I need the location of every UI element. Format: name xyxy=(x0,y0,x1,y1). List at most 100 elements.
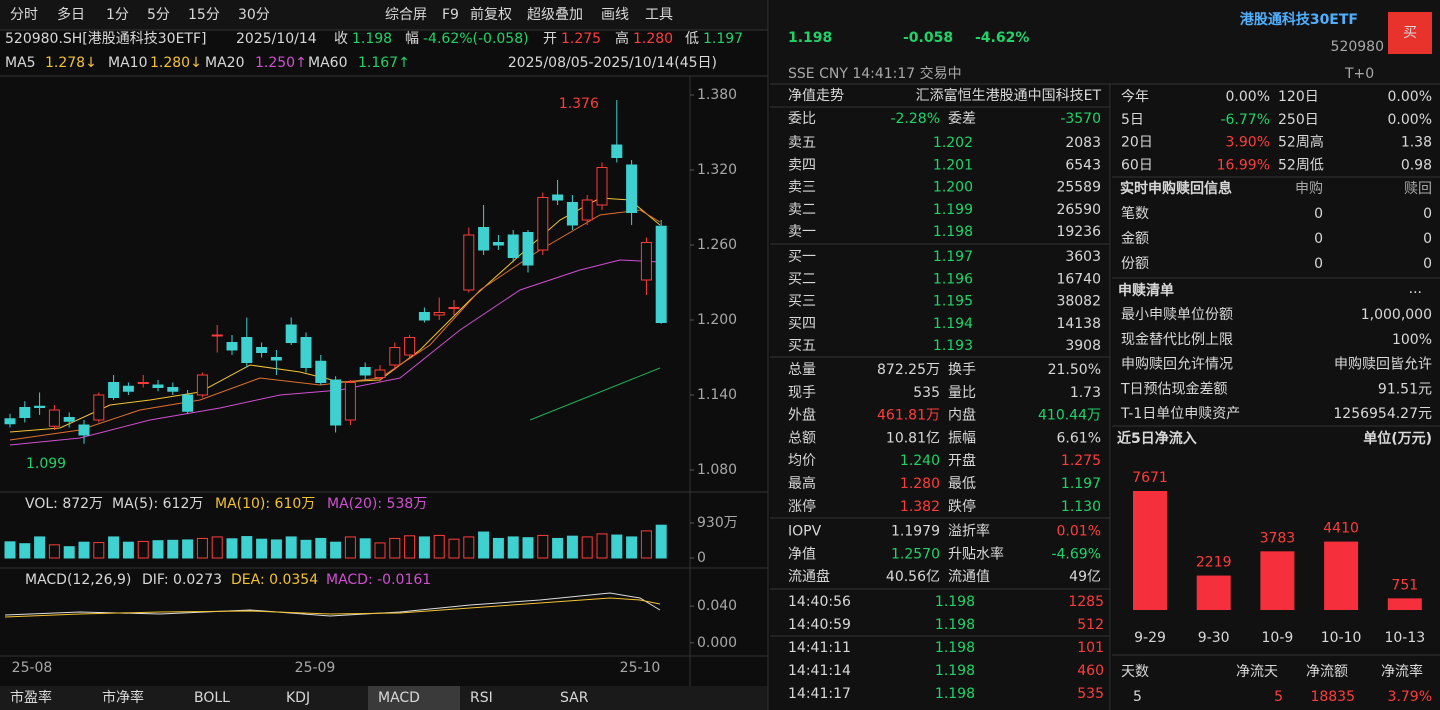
candle-body xyxy=(611,144,623,158)
tool-button[interactable]: 画线 xyxy=(601,7,629,23)
row-label: 最小申赎单位份额 xyxy=(1121,306,1233,323)
candle-body xyxy=(492,242,504,246)
candle-body xyxy=(344,382,356,421)
trade-price: 1.198 xyxy=(935,686,975,702)
value: -4.62%(-0.058) xyxy=(423,31,529,47)
period-tab[interactable]: 1分 xyxy=(106,7,129,23)
stat-label: 总额 xyxy=(788,430,816,446)
stat-value: 49亿 xyxy=(1069,569,1101,585)
candle-body xyxy=(34,405,46,408)
tab[interactable]: BOLL xyxy=(194,690,230,706)
row-label: T日预估现金差额 xyxy=(1120,381,1228,397)
candle-body xyxy=(137,382,149,384)
candle-body xyxy=(167,387,179,392)
tab[interactable]: 市盈率 xyxy=(10,689,52,706)
flow-value: 3783 xyxy=(1260,530,1296,546)
stat-label: 溢折率 xyxy=(948,523,990,540)
value: -2.28% xyxy=(890,111,940,127)
stat-value: 1.73 xyxy=(1070,385,1101,401)
macd-legend: MACD: -0.0161 xyxy=(326,572,431,588)
tab[interactable]: KDJ xyxy=(286,690,310,706)
tool-button[interactable]: F9 xyxy=(442,7,459,23)
candle-body xyxy=(655,225,667,323)
row-label: 笔数 xyxy=(1121,206,1149,222)
fund-name: 汇添富恒生港股通中国科技ET xyxy=(916,87,1102,104)
book-price: 1.195 xyxy=(933,294,973,310)
period-label: 52周高 xyxy=(1278,134,1324,151)
stat-value: 1.2570 xyxy=(891,546,940,562)
stat-label: 振幅 xyxy=(948,430,976,446)
period-tab[interactable]: 15分 xyxy=(188,7,220,23)
tool-button[interactable]: 综合屏 xyxy=(385,7,427,23)
y-tick-label: 1.320 xyxy=(697,162,737,178)
candle-body xyxy=(48,409,60,427)
volume-bar xyxy=(478,531,490,559)
volume-bar xyxy=(374,542,386,559)
last-price: 1.198 xyxy=(788,30,832,46)
volume-bar xyxy=(93,542,105,559)
y-tick-label: 1.380 xyxy=(697,87,737,103)
period-tab[interactable]: 30分 xyxy=(238,7,270,23)
period-tab[interactable]: 分时 xyxy=(10,7,38,23)
book-level: 买四 xyxy=(788,316,816,332)
ma-name: MA20 xyxy=(205,55,244,71)
candle-body xyxy=(122,385,134,392)
candle-body xyxy=(418,312,430,321)
period-tab[interactable]: 5分 xyxy=(147,7,170,23)
y-tick-label: 0.000 xyxy=(697,635,737,651)
value: 1.197 xyxy=(703,31,743,47)
tab[interactable]: 市净率 xyxy=(102,689,144,706)
candle-body xyxy=(640,242,652,281)
book-level: 买三 xyxy=(788,294,816,310)
volume-bar xyxy=(122,541,134,559)
candle-body xyxy=(108,382,120,398)
summary-header: 净流天 xyxy=(1236,664,1278,680)
more: ... xyxy=(1409,281,1422,297)
tab[interactable]: MACD xyxy=(378,690,420,706)
period-value: 0.98 xyxy=(1401,157,1432,173)
row-label: 申购赎回允许情况 xyxy=(1121,356,1233,373)
tool-button[interactable]: 超级叠加 xyxy=(527,7,583,23)
volume-bar xyxy=(63,546,75,559)
stat-value: 1.382 xyxy=(900,499,940,515)
volume-bar xyxy=(492,537,504,559)
stat-label: 净值 xyxy=(788,546,816,562)
candle-body xyxy=(389,347,401,366)
tab[interactable]: SAR xyxy=(560,690,589,706)
trade-time: 14:41:11 xyxy=(788,640,851,656)
period-value: 0.00% xyxy=(1388,89,1432,105)
tab[interactable]: RSI xyxy=(470,690,493,706)
volume-bar xyxy=(330,541,342,559)
candle-body xyxy=(315,360,327,383)
period-label: 60日 xyxy=(1121,157,1153,173)
book-volume: 6543 xyxy=(1065,157,1101,173)
macd-legend: DIF: 0.0273 xyxy=(142,572,222,588)
volume-bar xyxy=(596,533,608,559)
max-label: 1.376 xyxy=(559,96,599,112)
y-tick-label: 0 xyxy=(697,550,706,566)
volume-bar xyxy=(167,539,179,559)
period-return: 16.99% xyxy=(1217,157,1270,173)
buy-button[interactable] xyxy=(1388,12,1432,54)
tool-button[interactable]: 前复权 xyxy=(470,6,512,23)
ma-name: MA60 xyxy=(308,55,347,71)
stat-label: IOPV xyxy=(788,524,822,540)
period-tab[interactable]: 多日 xyxy=(57,6,85,23)
book-level: 卖四 xyxy=(788,157,816,173)
candle-body xyxy=(226,342,238,351)
stat-label: 均价 xyxy=(788,453,816,469)
book-price: 1.199 xyxy=(933,202,973,218)
candle-body xyxy=(330,379,342,426)
label: 低 xyxy=(685,31,699,47)
flow-value: 4410 xyxy=(1323,521,1359,537)
book-volume: 3908 xyxy=(1065,338,1101,354)
tool-button[interactable]: 工具 xyxy=(645,7,673,23)
candle-body xyxy=(63,417,75,422)
volume-bar xyxy=(581,536,593,559)
summary-header: 净流额 xyxy=(1306,664,1348,680)
candle-body xyxy=(522,232,534,266)
volume-bar xyxy=(19,543,31,559)
